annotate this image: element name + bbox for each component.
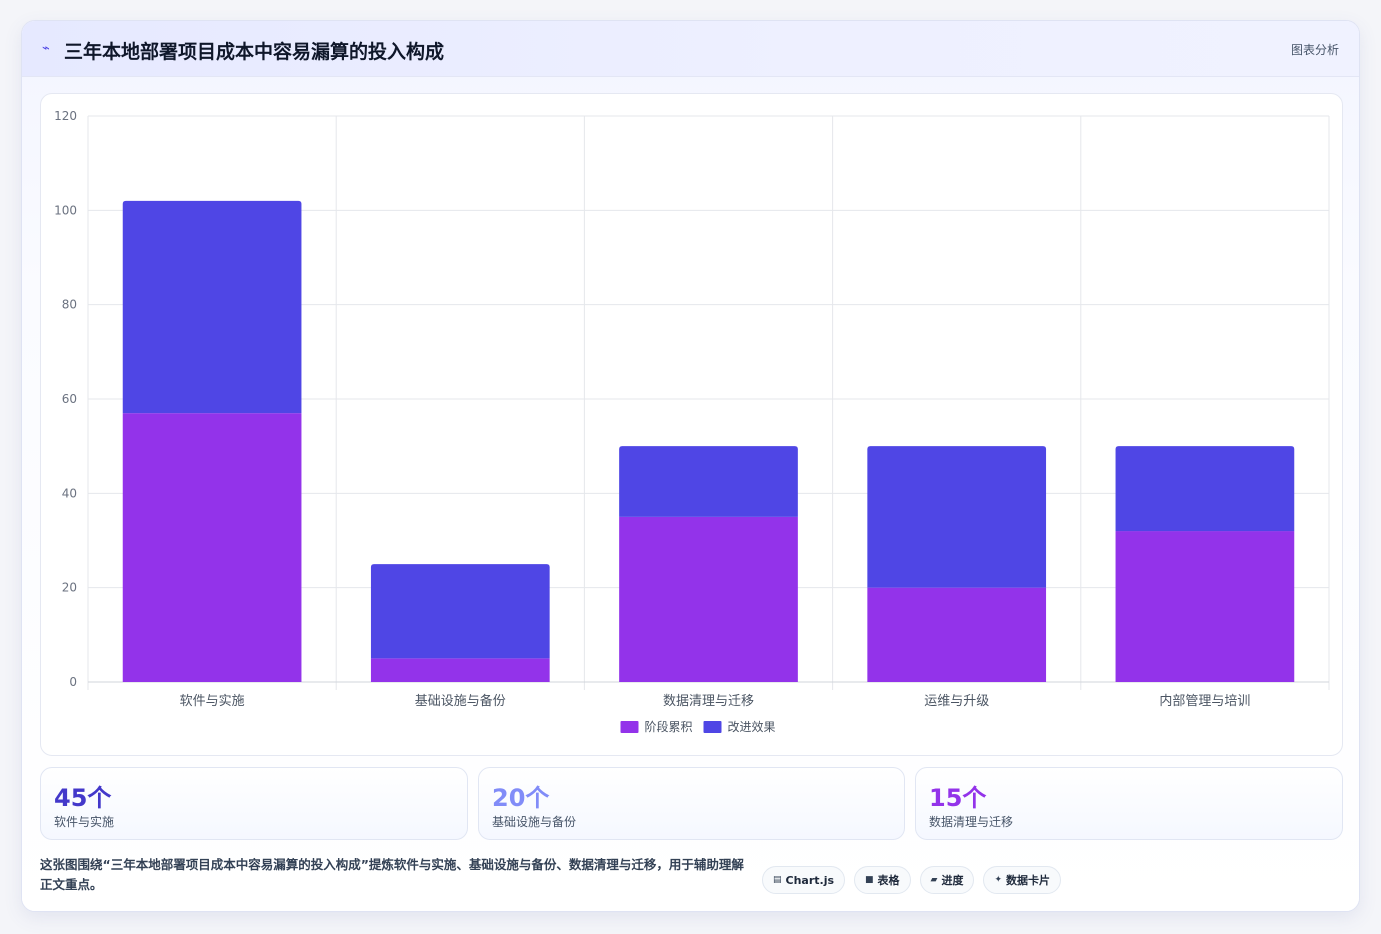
y-tick-label: 0: [69, 675, 77, 689]
bar-stage: [619, 516, 798, 682]
chart-card: ⌁ 三年本地部署项目成本中容易漏算的投入构成 图表分析 0 20 40 60 80 100…: [21, 20, 1360, 912]
bar-improve: [867, 446, 1047, 588]
x-tick-label: 数据清理与迁移: [663, 694, 754, 709]
tag-list: ▤ Chart.js ■ 表格 ▰ 进度 ✦ 数据卡片: [762, 866, 1062, 894]
x-tick-label: 基础设施与备份: [415, 693, 506, 709]
chart-container: 0 20 40 60 80 100 120 软件与实施 基础设施与备份 数据清理与迁移 运维与升级 内…: [40, 93, 1343, 756]
stat-value: 20个: [492, 784, 550, 812]
card-header: ⌁ 三年本地部署项目成本中容易漏算的投入构成 图表分析: [22, 21, 1359, 77]
bar-stage: [1115, 531, 1295, 682]
x-tick-label: 软件与实施: [180, 694, 245, 709]
bar-improve: [1115, 446, 1295, 532]
tag-progress[interactable]: ▰ 进度: [919, 866, 975, 894]
y-tick-label: 20: [62, 581, 77, 595]
legend-swatch: [620, 721, 639, 733]
tag-label: 数据卡片: [1006, 874, 1051, 887]
y-tick-label: 60: [62, 392, 77, 406]
chart-analysis-link[interactable]: 图表分析: [1290, 43, 1339, 57]
progress-icon: ▰: [930, 875, 938, 885]
tag-label: Chart.js: [785, 873, 835, 887]
stat-value: 45个: [54, 784, 112, 812]
stacked-bar-chart: 0 20 40 60 80 100 120 软件与实施 基础设施与备份 数据清理与迁移 运维与升级 内…: [54, 109, 1330, 734]
legend-swatch: [703, 721, 722, 733]
stat-label: 软件与实施: [54, 815, 115, 829]
tag-data-card[interactable]: ✦ 数据卡片: [983, 866, 1062, 894]
stat-card-2: 20个 基础设施与备份: [478, 767, 905, 840]
chart-description: 这张图围绕“三年本地部署项目成本中容易漏算的投入构成”提炼软件与实施、基础设施与…: [40, 857, 744, 892]
tag-table[interactable]: ■ 表格: [854, 866, 911, 894]
x-tick-label: 运维与升级: [924, 694, 989, 709]
tag-label: 表格: [877, 874, 900, 887]
legend-label: 改进效果: [728, 719, 776, 734]
bar-stage: [370, 658, 550, 682]
y-tick-label: 100: [54, 203, 77, 217]
grid-icon: ■: [865, 875, 874, 885]
table-icon: ▤: [773, 875, 782, 885]
tag-chartjs[interactable]: ▤ Chart.js: [762, 866, 846, 894]
x-tick-label: 内部管理与培训: [1159, 693, 1250, 709]
card-icon: ✦: [994, 875, 1003, 885]
y-tick-label: 40: [62, 486, 77, 500]
y-tick-label: 80: [62, 298, 77, 312]
bar-stage: [867, 587, 1047, 682]
stat-label: 数据清理与迁移: [929, 815, 1014, 829]
stat-value: 15个: [929, 784, 987, 812]
chart-line-icon: ⌁: [42, 41, 50, 56]
tag-label: 进度: [941, 874, 964, 887]
bar-improve: [122, 200, 302, 414]
bar-improve: [370, 564, 550, 659]
stat-label: 基础设施与备份: [492, 815, 577, 829]
stat-card-1: 45个 软件与实施: [40, 767, 468, 840]
stat-card-3: 15个 数据清理与迁移: [915, 767, 1343, 840]
y-tick-label: 120: [54, 109, 77, 123]
page-title: 三年本地部署项目成本中容易漏算的投入构成: [64, 41, 445, 63]
legend-label: 阶段累积: [645, 719, 693, 734]
bar-improve: [619, 446, 798, 517]
bar-stage: [122, 413, 302, 682]
